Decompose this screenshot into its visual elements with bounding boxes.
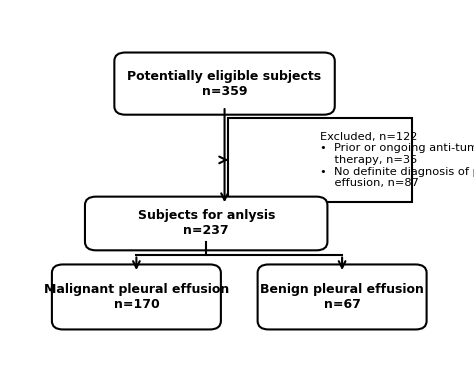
Text: Malignant pleural effusion
n=170: Malignant pleural effusion n=170 [44, 283, 229, 311]
Bar [228, 117, 412, 202]
FancyBboxPatch shape [85, 197, 328, 250]
Text: Subjects for anlysis
n=237: Subjects for anlysis n=237 [137, 210, 275, 237]
FancyBboxPatch shape [114, 52, 335, 115]
FancyBboxPatch shape [257, 265, 427, 330]
Text: Excluded, n=122
•  Prior or ongoing anti-tumor
    therapy, n=35
•  No definite : Excluded, n=122 • Prior or ongoing anti-… [320, 132, 474, 188]
Text: Benign pleural effusion
n=67: Benign pleural effusion n=67 [260, 283, 424, 311]
FancyBboxPatch shape [52, 265, 221, 330]
Text: Potentially eligible subjects
n=359: Potentially eligible subjects n=359 [128, 70, 322, 98]
